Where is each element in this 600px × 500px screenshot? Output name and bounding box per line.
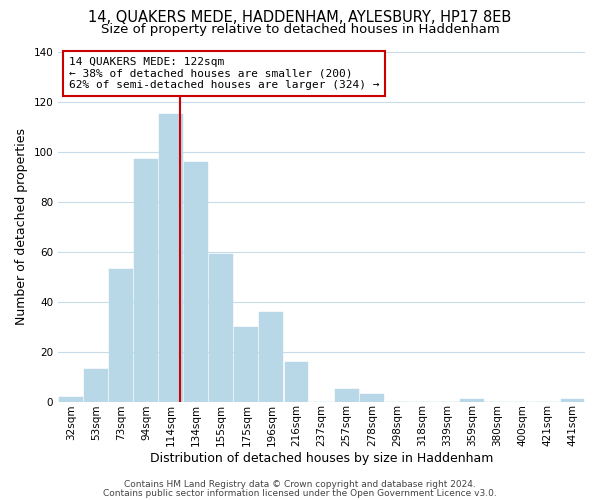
Bar bbox=[184, 162, 208, 402]
Bar bbox=[460, 399, 484, 402]
Bar bbox=[109, 269, 133, 402]
Bar bbox=[209, 254, 233, 402]
Bar bbox=[84, 369, 108, 402]
Bar bbox=[134, 159, 158, 402]
Bar bbox=[335, 389, 359, 402]
Y-axis label: Number of detached properties: Number of detached properties bbox=[15, 128, 28, 325]
Bar bbox=[59, 396, 83, 402]
Bar bbox=[560, 399, 584, 402]
Bar bbox=[259, 312, 283, 402]
Text: Size of property relative to detached houses in Haddenham: Size of property relative to detached ho… bbox=[101, 22, 499, 36]
Text: Contains HM Land Registry data © Crown copyright and database right 2024.: Contains HM Land Registry data © Crown c… bbox=[124, 480, 476, 489]
Text: 14 QUAKERS MEDE: 122sqm
← 38% of detached houses are smaller (200)
62% of semi-d: 14 QUAKERS MEDE: 122sqm ← 38% of detache… bbox=[69, 57, 379, 90]
Text: 14, QUAKERS MEDE, HADDENHAM, AYLESBURY, HP17 8EB: 14, QUAKERS MEDE, HADDENHAM, AYLESBURY, … bbox=[88, 10, 512, 25]
Bar bbox=[235, 326, 258, 402]
X-axis label: Distribution of detached houses by size in Haddenham: Distribution of detached houses by size … bbox=[150, 452, 493, 465]
Text: Contains public sector information licensed under the Open Government Licence v3: Contains public sector information licen… bbox=[103, 488, 497, 498]
Bar bbox=[284, 362, 308, 402]
Bar bbox=[159, 114, 183, 402]
Bar bbox=[360, 394, 383, 402]
